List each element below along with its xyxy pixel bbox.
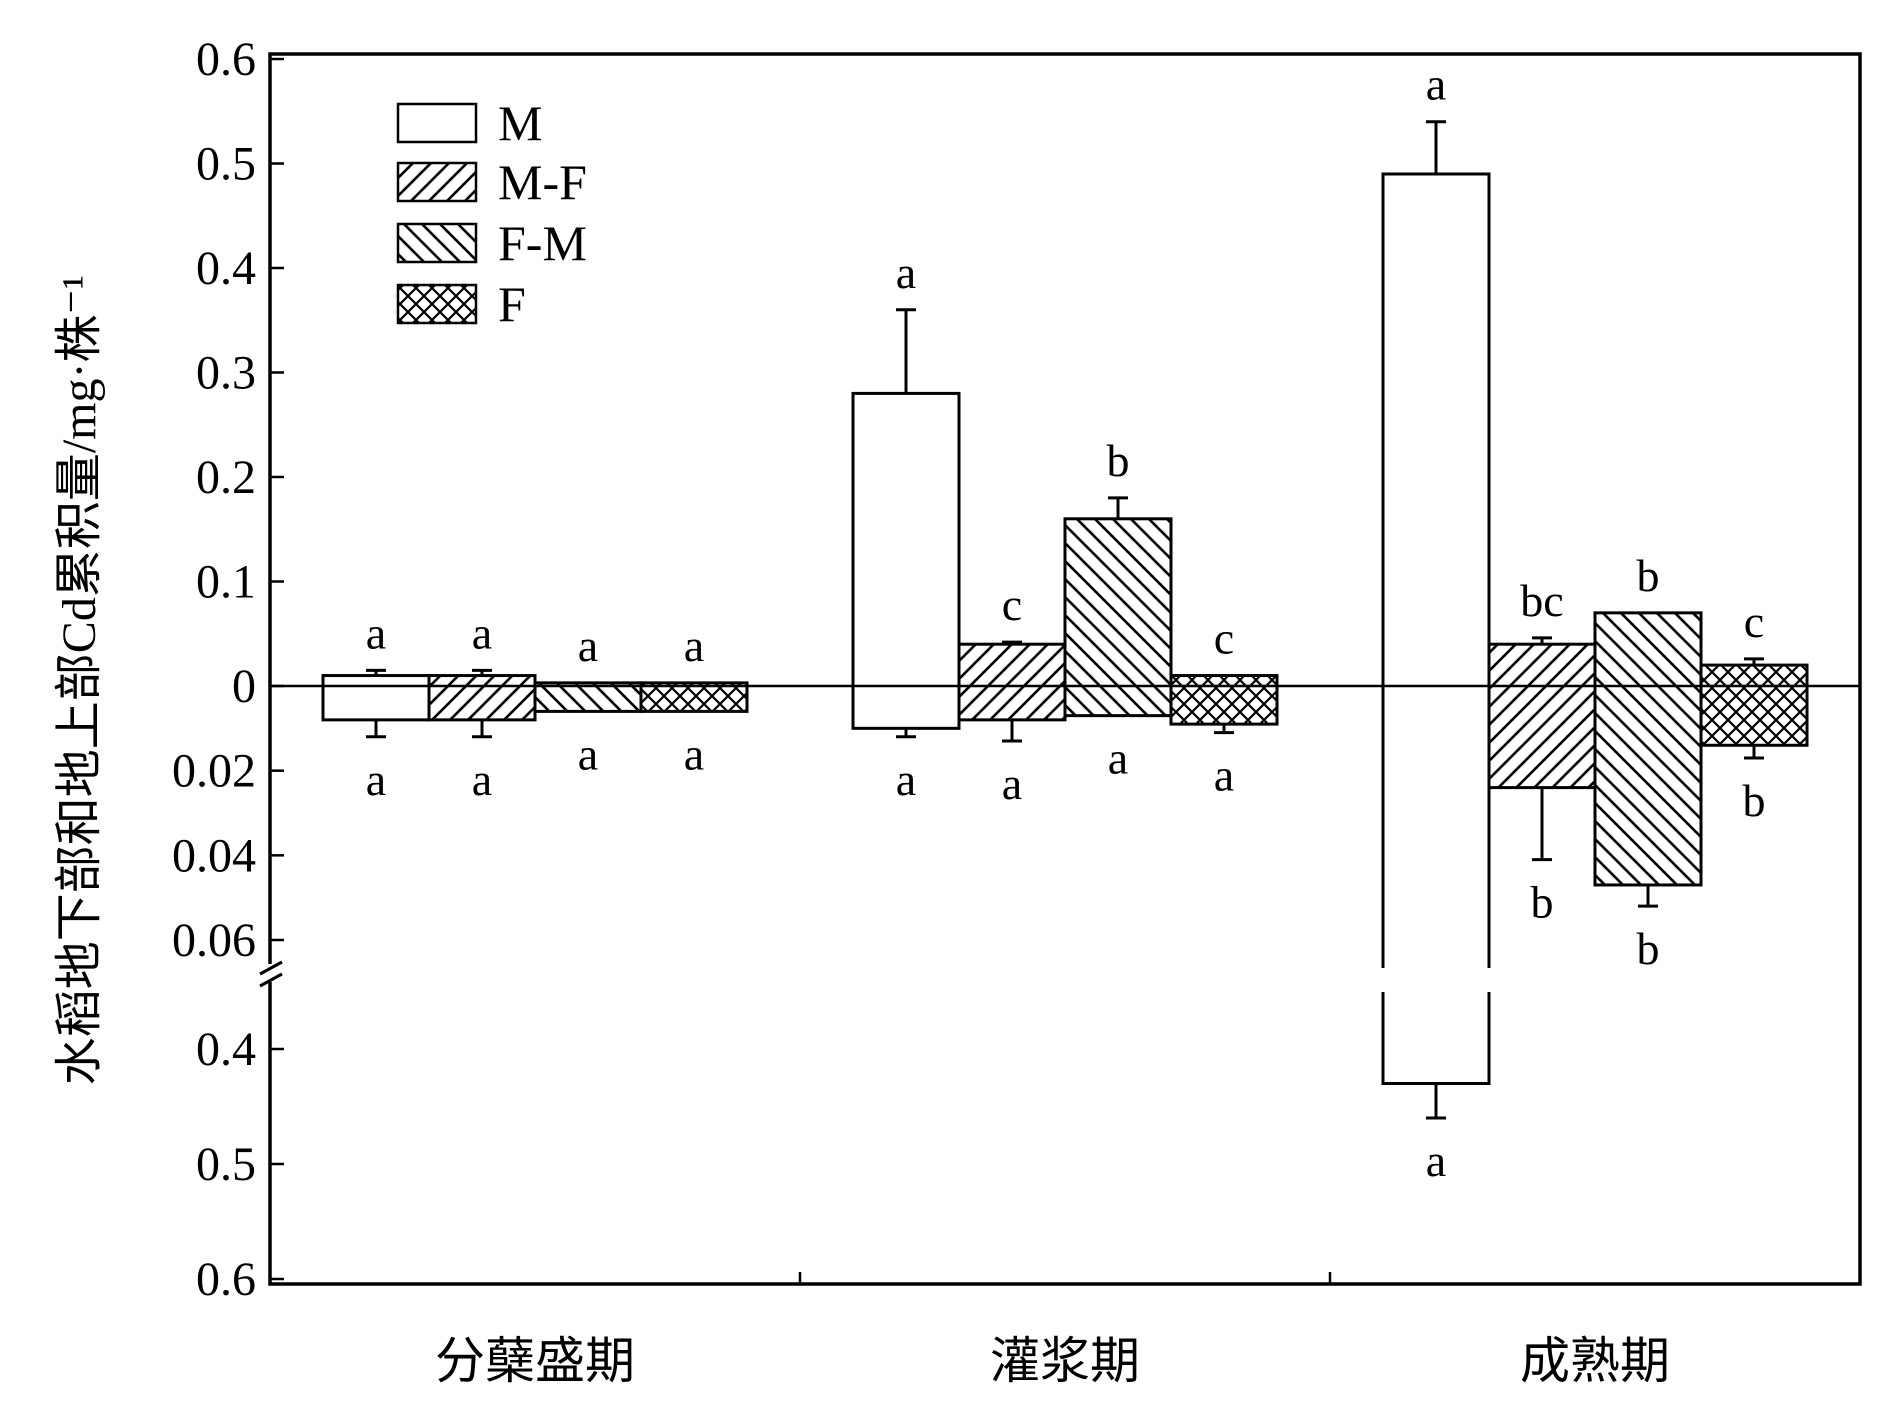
y-tick-low-0.4: 0.4 — [196, 1023, 256, 1076]
x-tick-label-0: 分蘖盛期 — [435, 1333, 635, 1389]
bar-f-2 — [1699, 663, 1809, 747]
y-axis-label: 水稻地下部和地上部Cd累积量/mg·株⁻¹ — [53, 275, 106, 1085]
error-bar-below-m-f-0 — [472, 719, 492, 739]
sig-above-f-2: c — [1744, 596, 1764, 647]
sig-below-m-f-2: b — [1531, 877, 1554, 928]
legend-swatch-m-f — [396, 161, 478, 203]
sig-below-f-m-0: a — [578, 728, 598, 779]
error-bar-below-f-m-2 — [1638, 884, 1658, 908]
bar-m-1 — [851, 391, 961, 730]
axis-break-marker — [259, 960, 283, 988]
error-bar-below-m-f-2 — [1532, 787, 1552, 862]
bar-f-m-2 — [1593, 611, 1703, 887]
plot-area: 0.60.50.40.30.20.100.020.040.060.40.50.6… — [172, 33, 1862, 1306]
bar-m-f-0 — [427, 674, 537, 722]
sig-above-f-m-0: a — [578, 620, 598, 671]
sig-above-m-1: a — [896, 247, 916, 298]
error-bar-above-f-m-1 — [1108, 496, 1128, 519]
legend-item-f: F — [396, 276, 526, 332]
y-tick-neg-0.02: 0.02 — [172, 745, 256, 798]
legend-swatch-m — [396, 102, 478, 144]
y-tick-pos-0.1: 0.1 — [196, 556, 256, 609]
bar-f-0 — [639, 681, 749, 713]
sig-above-f-0: a — [684, 620, 704, 671]
sig-above-m-f-1: c — [1002, 579, 1022, 630]
legend-item-m: M — [396, 95, 542, 151]
y-axis: 0.6 0.5 0.4 0.3 0.2 0.1 0 0.02 0.04 0.06 0.4 0.5 0.6 — [172, 33, 284, 1306]
y-tick-pos-0.6: 0.6 — [196, 33, 256, 86]
bars — [321, 172, 1809, 1085]
plot-frame — [268, 52, 1862, 1286]
bar-m-0 — [321, 674, 431, 722]
sig-above-m-0: a — [366, 607, 386, 658]
error-bar-above-f-2 — [1744, 657, 1764, 666]
bar-m-2 — [1383, 173, 1489, 1084]
sig-below-f-2: b — [1743, 775, 1766, 826]
sig-below-f-m-2: b — [1637, 923, 1660, 974]
error-bar-below-f-1 — [1214, 724, 1234, 735]
error-bar-above-m-f-0 — [472, 668, 492, 676]
sig-below-m-f-0: a — [472, 754, 492, 805]
error-bar-below-f-2 — [1744, 745, 1764, 760]
x-tick-label-2: 成熟期 — [1520, 1333, 1670, 1389]
legend-swatch-f-m — [396, 222, 478, 264]
x-axis: 分蘖盛期 灌浆期 成熟期 — [435, 1272, 1670, 1389]
legend-label-m-f: M-F — [498, 154, 587, 210]
error-bar-above-m-2 — [1426, 120, 1446, 174]
sig-above-m-f-0: a — [472, 607, 492, 658]
y-tick-pos-0.5: 0.5 — [196, 138, 256, 191]
y-tick-neg-0.04: 0.04 — [172, 829, 256, 882]
error-bar-above-m-0 — [366, 668, 386, 676]
x-tick-label-1: 灌浆期 — [990, 1333, 1140, 1389]
sig-below-f-0: a — [684, 728, 704, 779]
legend-label-f-m: F-M — [498, 215, 587, 271]
bar-f-1 — [1169, 674, 1279, 726]
y-tick-low-0.6: 0.6 — [196, 1253, 256, 1306]
error-bar-below-m-0 — [366, 719, 386, 739]
sig-below-m-2: a — [1426, 1135, 1446, 1186]
sig-above-f-m-1: b — [1107, 435, 1130, 486]
legend: M M-F F-M F — [396, 95, 587, 332]
legend-label-m: M — [498, 95, 542, 151]
sig-below-m-f-1: a — [1002, 758, 1022, 809]
bar-m-f-2 — [1487, 642, 1597, 790]
sig-above-f-1: c — [1214, 613, 1234, 664]
error-bar-above-m-1 — [896, 308, 916, 394]
legend-item-m-f: M-F — [396, 154, 587, 210]
bar-m-f-1 — [957, 642, 1067, 722]
y-tick-neg-0.06: 0.06 — [172, 914, 256, 967]
sig-below-m-0: a — [366, 754, 386, 805]
sig-above-f-m-2: b — [1637, 550, 1660, 601]
sig-below-f-1: a — [1214, 750, 1234, 801]
bar-f-m-1 — [1063, 517, 1173, 718]
sig-above-m-2: a — [1426, 59, 1446, 110]
significance-letters: a a a a a a a a c a bc b a a b a b b a a c a c b — [366, 59, 1766, 1186]
error-bar-above-m-f-2 — [1532, 636, 1552, 645]
sig-above-m-f-2: bc — [1520, 575, 1563, 626]
error-bar-below-m-2 — [1426, 1083, 1446, 1120]
legend-label-f: F — [498, 276, 526, 332]
error-bar-below-m-f-1 — [1002, 719, 1022, 743]
legend-item-f-m: F-M — [396, 215, 587, 271]
error-bar-below-m-1 — [896, 728, 916, 739]
y-tick-pos-0.2: 0.2 — [196, 451, 256, 504]
y-tick-low-0.5: 0.5 — [196, 1138, 256, 1191]
error-bars — [366, 120, 1764, 1120]
y-tick-pos-0.4: 0.4 — [196, 242, 256, 295]
error-bar-above-m-f-1 — [1002, 640, 1022, 645]
sig-below-m-1: a — [896, 754, 916, 805]
y-tick-pos-0: 0 — [232, 660, 256, 713]
sig-below-f-m-1: a — [1108, 733, 1128, 784]
y-tick-pos-0.3: 0.3 — [196, 347, 256, 400]
legend-swatch-f — [396, 283, 478, 325]
